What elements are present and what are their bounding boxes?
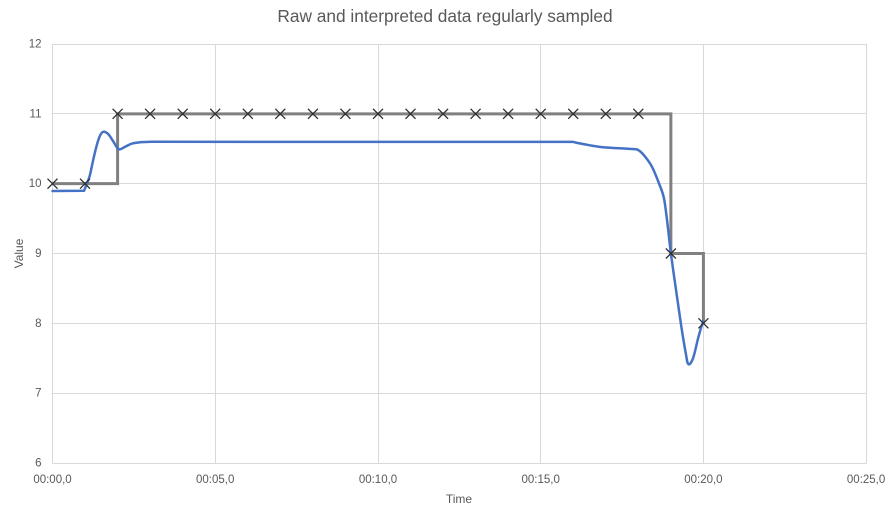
svg-text:Raw and interpreted data regul: Raw and interpreted data regularly sampl…	[277, 6, 612, 26]
svg-text:8: 8	[35, 318, 41, 330]
svg-text:9: 9	[35, 248, 41, 260]
svg-text:10: 10	[29, 178, 42, 190]
svg-text:12: 12	[29, 39, 42, 51]
svg-text:00:05,0: 00:05,0	[196, 474, 234, 486]
svg-text:00:25,0: 00:25,0	[847, 474, 885, 486]
svg-text:00:00,0: 00:00,0	[33, 474, 71, 486]
svg-text:00:10,0: 00:10,0	[359, 474, 397, 486]
svg-text:7: 7	[35, 388, 41, 400]
svg-text:11: 11	[30, 108, 42, 120]
svg-text:00:15,0: 00:15,0	[522, 474, 560, 486]
svg-text:Time: Time	[446, 492, 473, 506]
svg-text:Value: Value	[12, 238, 26, 268]
svg-text:6: 6	[35, 458, 41, 470]
svg-text:00:20,0: 00:20,0	[684, 474, 722, 486]
